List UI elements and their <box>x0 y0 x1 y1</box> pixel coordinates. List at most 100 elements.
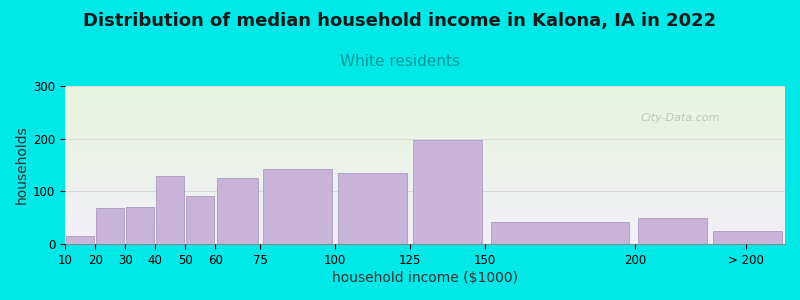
Bar <box>65 226 785 227</box>
Bar <box>65 130 785 131</box>
Bar <box>65 200 785 201</box>
Bar <box>65 199 785 200</box>
Bar <box>65 231 785 232</box>
Bar <box>65 224 785 225</box>
Bar <box>65 97 785 98</box>
Bar <box>65 139 785 140</box>
Bar <box>65 196 785 197</box>
Bar <box>65 207 785 208</box>
Bar <box>65 197 785 198</box>
Bar <box>65 201 785 202</box>
Bar <box>65 152 785 153</box>
Bar <box>65 155 785 156</box>
Bar <box>65 225 785 226</box>
Bar <box>65 151 785 152</box>
Bar <box>65 219 785 220</box>
Bar <box>65 108 785 109</box>
Bar <box>65 195 785 196</box>
Bar <box>65 229 785 230</box>
Bar <box>65 198 785 199</box>
Bar <box>65 112 785 113</box>
Bar <box>65 209 785 210</box>
Bar <box>65 118 785 119</box>
Bar <box>65 88 785 89</box>
Bar <box>65 126 785 127</box>
Bar <box>65 134 785 135</box>
Bar <box>65 159 785 160</box>
Bar <box>65 115 785 116</box>
Bar <box>65 188 785 189</box>
Bar <box>65 187 785 188</box>
Bar <box>66 236 94 244</box>
Bar <box>65 125 785 126</box>
Bar <box>65 121 785 122</box>
Bar <box>65 179 785 180</box>
Bar <box>65 111 785 112</box>
Bar <box>65 141 785 142</box>
Bar <box>65 216 785 217</box>
Bar <box>65 184 785 185</box>
Bar <box>65 241 785 242</box>
Bar <box>65 243 785 244</box>
Bar <box>65 90 785 91</box>
Bar <box>65 173 785 174</box>
Bar <box>65 132 785 133</box>
Bar <box>65 194 785 195</box>
Bar <box>713 231 782 244</box>
Bar <box>65 160 785 161</box>
Bar <box>65 110 785 111</box>
Bar <box>491 222 629 244</box>
Bar <box>65 169 785 170</box>
Bar <box>65 189 785 190</box>
Bar <box>65 118 785 119</box>
Bar <box>65 206 785 207</box>
Bar <box>65 133 785 134</box>
Bar <box>65 144 785 145</box>
Bar <box>65 186 785 187</box>
Bar <box>65 234 785 235</box>
Bar <box>65 143 785 144</box>
Bar <box>65 94 785 95</box>
Bar <box>638 218 707 244</box>
Bar <box>65 124 785 125</box>
Bar <box>217 178 258 244</box>
Bar <box>65 168 785 169</box>
Bar <box>65 185 785 186</box>
Bar <box>96 208 124 244</box>
Bar <box>65 123 785 124</box>
Bar <box>65 162 785 163</box>
Bar <box>65 221 785 222</box>
Bar <box>65 230 785 231</box>
Bar <box>65 215 785 216</box>
Bar <box>65 228 785 229</box>
Bar <box>65 137 785 138</box>
Bar <box>65 190 785 191</box>
Bar <box>65 129 785 130</box>
Bar <box>65 238 785 239</box>
Bar <box>65 202 785 203</box>
Text: Distribution of median household income in Kalona, IA in 2022: Distribution of median household income … <box>83 12 717 30</box>
Bar <box>65 170 785 171</box>
Bar <box>65 116 785 117</box>
Bar <box>65 208 785 209</box>
Bar <box>65 106 785 107</box>
Bar <box>65 136 785 137</box>
Bar <box>65 239 785 240</box>
Bar <box>65 240 785 241</box>
Bar <box>65 213 785 214</box>
Bar <box>65 214 785 215</box>
Bar <box>65 178 785 179</box>
Bar <box>263 169 332 244</box>
Bar <box>65 87 785 88</box>
Bar <box>65 128 785 129</box>
Bar <box>65 92 785 93</box>
Bar <box>65 154 785 155</box>
Bar <box>65 237 785 238</box>
Bar <box>65 232 785 233</box>
Bar <box>65 149 785 150</box>
Bar <box>65 191 785 192</box>
Bar <box>65 233 785 234</box>
X-axis label: household income ($1000): household income ($1000) <box>332 271 518 285</box>
Bar <box>65 103 785 104</box>
Bar <box>65 153 785 154</box>
